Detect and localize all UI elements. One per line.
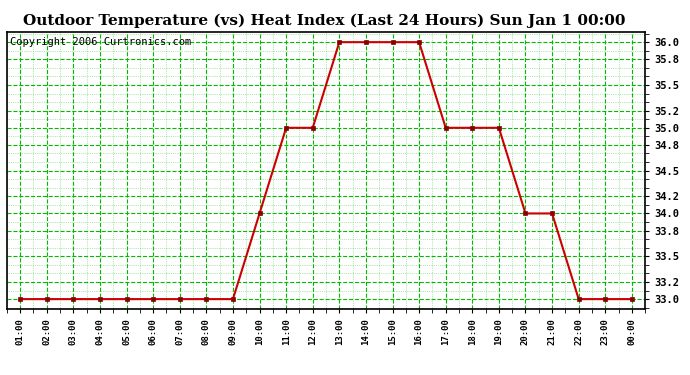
Text: Copyright 2006 Curtronics.com: Copyright 2006 Curtronics.com [10, 38, 191, 47]
Text: Outdoor Temperature (vs) Heat Index (Last 24 Hours) Sun Jan 1 00:00: Outdoor Temperature (vs) Heat Index (Las… [23, 13, 626, 27]
